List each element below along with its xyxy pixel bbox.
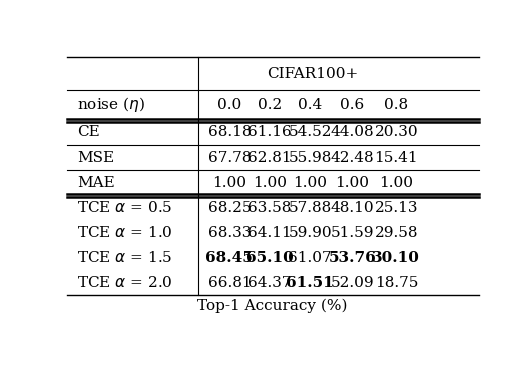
Text: 48.10: 48.10 (330, 201, 374, 215)
Text: 62.81: 62.81 (248, 151, 292, 165)
Text: 59.90: 59.90 (288, 226, 332, 240)
Text: 0.8: 0.8 (384, 98, 409, 112)
Text: 63.58: 63.58 (248, 201, 292, 215)
Text: 44.08: 44.08 (330, 125, 374, 139)
Text: 1.00: 1.00 (335, 176, 369, 189)
Text: 64.37: 64.37 (248, 276, 292, 290)
Text: 15.41: 15.41 (375, 151, 418, 165)
Text: TCE $\alpha$ = 2.0: TCE $\alpha$ = 2.0 (77, 275, 172, 290)
Text: 61.07: 61.07 (288, 251, 332, 265)
Text: 29.58: 29.58 (375, 226, 418, 240)
Text: 53.76: 53.76 (328, 251, 376, 265)
Text: 66.81: 66.81 (207, 276, 251, 290)
Text: 68.18: 68.18 (207, 125, 251, 139)
Text: CE: CE (77, 125, 99, 139)
Text: TCE $\alpha$ = 0.5: TCE $\alpha$ = 0.5 (77, 200, 172, 215)
Text: 1.00: 1.00 (212, 176, 246, 189)
Text: TCE $\alpha$ = 1.0: TCE $\alpha$ = 1.0 (77, 225, 172, 240)
Text: 55.98: 55.98 (288, 151, 332, 165)
Text: 0.4: 0.4 (298, 98, 322, 112)
Text: MAE: MAE (77, 176, 114, 189)
Text: 0.2: 0.2 (257, 98, 282, 112)
Text: 65.10: 65.10 (246, 251, 294, 265)
Text: 0.6: 0.6 (340, 98, 364, 112)
Text: MSE: MSE (77, 151, 114, 165)
Text: 1.00: 1.00 (293, 176, 327, 189)
Text: 51.59: 51.59 (330, 226, 374, 240)
Text: 68.45: 68.45 (205, 251, 253, 265)
Text: 57.88: 57.88 (288, 201, 332, 215)
Text: 20.30: 20.30 (375, 125, 418, 139)
Text: 1.00: 1.00 (253, 176, 287, 189)
Text: 18.75: 18.75 (375, 276, 418, 290)
Text: 67.78: 67.78 (207, 151, 251, 165)
Text: 68.25: 68.25 (207, 201, 251, 215)
Text: 42.48: 42.48 (330, 151, 374, 165)
Text: 54.52: 54.52 (288, 125, 332, 139)
Text: 64.11: 64.11 (248, 226, 292, 240)
Text: CIFAR100+: CIFAR100+ (267, 67, 359, 81)
Text: 61.51: 61.51 (286, 276, 334, 290)
Text: 30.10: 30.10 (372, 251, 420, 265)
Text: Top-1 Accuracy (%): Top-1 Accuracy (%) (197, 299, 348, 313)
Text: 68.33: 68.33 (207, 226, 251, 240)
Text: 1.00: 1.00 (379, 176, 413, 189)
Text: 52.09: 52.09 (330, 276, 374, 290)
Text: 25.13: 25.13 (375, 201, 418, 215)
Text: TCE $\alpha$ = 1.5: TCE $\alpha$ = 1.5 (77, 250, 172, 265)
Text: noise ($\eta$): noise ($\eta$) (77, 95, 145, 114)
Text: 0.0: 0.0 (217, 98, 242, 112)
Text: 61.16: 61.16 (248, 125, 292, 139)
